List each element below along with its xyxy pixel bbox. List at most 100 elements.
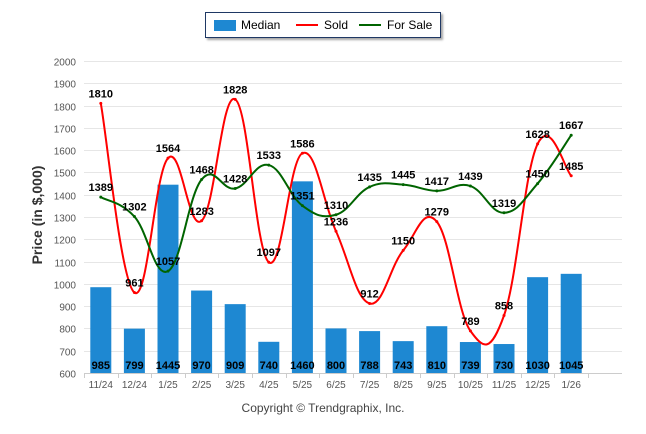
for-sale-data-label: 1389 bbox=[89, 182, 113, 194]
sold-point bbox=[468, 329, 472, 333]
for-sale-data-label: 1450 bbox=[525, 169, 549, 181]
for-sale-point bbox=[300, 204, 304, 208]
for-sale-line bbox=[100, 134, 573, 273]
sold-data-label: 1236 bbox=[324, 216, 348, 228]
legend-item-for-sale[interactable]: For Sale bbox=[359, 18, 432, 32]
median-bar bbox=[359, 331, 381, 373]
median-bar bbox=[560, 273, 582, 373]
sold-point bbox=[300, 151, 304, 155]
copyright-footer: Copyright © Trendgraphix, Inc. bbox=[241, 401, 405, 415]
for-sale-data-label: 1319 bbox=[492, 198, 516, 210]
for-sale-point bbox=[132, 215, 136, 219]
median-data-label: 970 bbox=[192, 360, 210, 372]
y-tick-label: 600 bbox=[59, 370, 76, 381]
y-tick-label: 1600 bbox=[54, 147, 77, 158]
sold-point bbox=[99, 101, 103, 105]
sold-data-label: 1828 bbox=[223, 84, 247, 96]
for-sale-data-label: 1417 bbox=[425, 176, 449, 188]
median-data-label: 810 bbox=[428, 360, 446, 372]
for-sale-point bbox=[99, 195, 103, 199]
legend-label-sold: Sold bbox=[324, 18, 349, 32]
y-tick-label: 1300 bbox=[54, 214, 77, 225]
sold-data-label: 912 bbox=[360, 288, 378, 300]
data-labels: 985 799 1445 970 909 740 1460 800 788 743 810 739 73… bbox=[89, 84, 584, 372]
for-sale-data-label: 1533 bbox=[257, 150, 281, 162]
y-tick-label: 1400 bbox=[54, 192, 77, 203]
sold-point bbox=[502, 314, 506, 318]
x-tick-label: 9/25 bbox=[427, 380, 447, 391]
x-tick-label: 1/25 bbox=[158, 380, 178, 391]
median-data-label: 739 bbox=[461, 360, 479, 372]
for-sale-data-label: 1351 bbox=[290, 191, 314, 203]
sold-data-label: 789 bbox=[461, 316, 479, 328]
median-bar bbox=[191, 290, 213, 373]
median-data-label: 909 bbox=[226, 360, 244, 372]
legend-label-median: Median bbox=[241, 18, 281, 32]
y-tick-label: 1500 bbox=[54, 169, 77, 180]
sold-point bbox=[569, 174, 573, 178]
sold-point bbox=[435, 220, 439, 224]
x-tick-label: 6/25 bbox=[326, 380, 346, 391]
median-swatch bbox=[214, 19, 236, 31]
for-sale-data-label: 1057 bbox=[156, 256, 180, 268]
median-bar bbox=[426, 326, 448, 373]
median-data-label: 800 bbox=[327, 360, 345, 372]
median-bars bbox=[90, 181, 582, 373]
for-sale-data-label: 1439 bbox=[458, 171, 482, 183]
x-tick-label: 7/25 bbox=[360, 380, 380, 391]
sold-data-label: 858 bbox=[495, 301, 513, 313]
for-sale-data-label: 1302 bbox=[122, 202, 146, 214]
for-sale-data-label: 1435 bbox=[357, 172, 381, 184]
median-bar bbox=[392, 341, 414, 373]
median-data-label: 1445 bbox=[156, 360, 180, 372]
for-sale-data-label: 1310 bbox=[324, 200, 348, 212]
sold-data-label: 1810 bbox=[89, 88, 113, 100]
sold-point bbox=[368, 301, 372, 305]
y-axis-ticks: 600 700 800 900 1000 1100 1200 1300 1400 1500 1600… bbox=[54, 58, 77, 381]
sold-point bbox=[401, 248, 405, 252]
for-sale-point bbox=[334, 213, 338, 217]
y-tick-label: 2000 bbox=[54, 58, 77, 69]
median-bar bbox=[90, 287, 112, 373]
for-sale-point bbox=[267, 163, 271, 167]
median-bar bbox=[325, 328, 347, 373]
for-sale-point bbox=[569, 133, 573, 137]
legend-item-sold[interactable]: Sold bbox=[296, 18, 348, 32]
y-axis-label: Price (in $,000) bbox=[29, 165, 45, 265]
median-bar bbox=[291, 181, 313, 373]
for-sale-point bbox=[368, 185, 372, 189]
y-tick-label: 1800 bbox=[54, 103, 77, 114]
for-sale-point bbox=[536, 182, 540, 186]
y-tick-label: 800 bbox=[59, 325, 76, 336]
x-tick-label: 3/25 bbox=[225, 380, 245, 391]
sold-data-label: 1485 bbox=[559, 161, 583, 173]
sold-data-label: 961 bbox=[125, 278, 143, 290]
x-tick-label: 10/25 bbox=[458, 380, 483, 391]
legend-label-for-sale: For Sale bbox=[387, 18, 433, 32]
for-sale-point bbox=[502, 211, 506, 215]
for-sale-point bbox=[200, 178, 204, 182]
legend: Median Sold For Sale bbox=[205, 12, 441, 38]
sold-data-label: 1564 bbox=[156, 143, 181, 155]
for-sale-point bbox=[435, 189, 439, 193]
line-series bbox=[99, 97, 573, 346]
x-tick-label: 5/25 bbox=[293, 380, 313, 391]
median-data-label: 730 bbox=[495, 360, 513, 372]
median-bar bbox=[258, 341, 280, 373]
sold-swatch bbox=[296, 24, 318, 26]
median-bar bbox=[493, 344, 515, 373]
median-bar bbox=[224, 304, 246, 373]
sold-point bbox=[132, 291, 136, 295]
for-sale-point bbox=[233, 186, 237, 190]
sold-point bbox=[536, 142, 540, 146]
legend-item-median[interactable]: Median bbox=[214, 18, 280, 32]
median-data-label: 1045 bbox=[559, 360, 583, 372]
median-bar bbox=[527, 277, 549, 373]
y-tick-label: 1700 bbox=[54, 125, 77, 136]
sold-point bbox=[200, 219, 204, 223]
median-bar bbox=[459, 342, 481, 373]
y-tick-label: 1100 bbox=[54, 259, 76, 270]
for-sale-point bbox=[401, 183, 405, 187]
median-bar bbox=[157, 184, 179, 373]
x-axis: 11/24 12/24 1/25 2/25 3/25 4/25 5/25 6/25 7/25 8/… bbox=[84, 373, 622, 391]
